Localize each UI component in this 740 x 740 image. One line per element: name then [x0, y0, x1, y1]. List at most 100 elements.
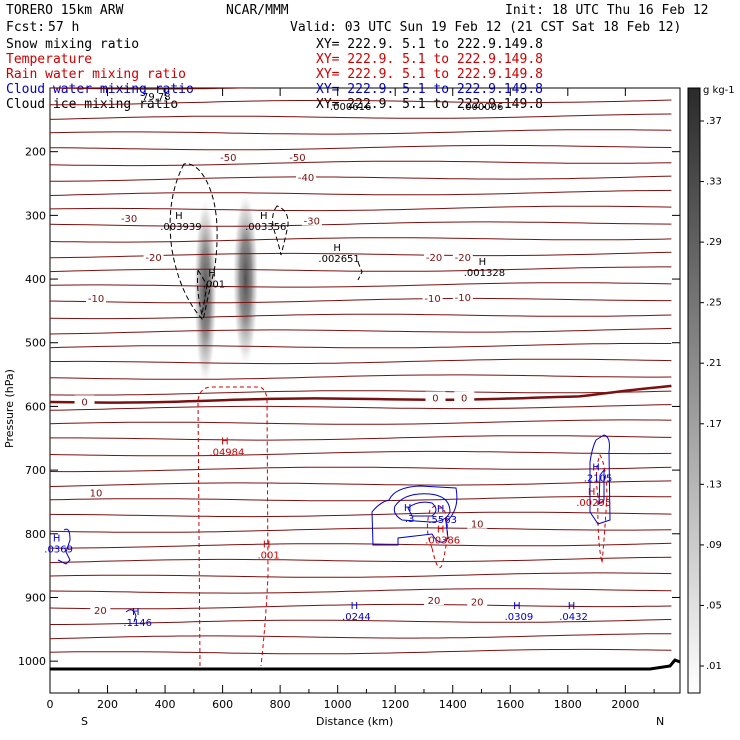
max-value-label: .3: [405, 514, 415, 525]
snow-shading: [193, 189, 259, 388]
colorbar-level-label: .05: [706, 600, 722, 611]
colorbar-level-label: .29: [706, 237, 722, 248]
terrain-line: [50, 658, 681, 671]
cloud-ice-contours: [169, 163, 363, 322]
isotherm-line: [50, 88, 262, 90]
isotherm-line: [50, 237, 672, 243]
isotherm-line: [50, 390, 672, 396]
isotherm-line: [50, 221, 672, 227]
colorbar: g kg-1 .01 .05 .09 .13 .17 .21 .25 .29 .33 .37: [687, 85, 735, 694]
max-marker-h: H: [333, 243, 341, 254]
cw-contour-mid-inner: [393, 493, 451, 523]
y-tick-label: 800: [25, 528, 46, 541]
max-marker-h: H: [588, 487, 596, 498]
freezing-level-line: [50, 384, 672, 404]
isotherm-line: [50, 588, 672, 594]
rain-contour-right: [595, 453, 608, 564]
x-tick-label: 200: [97, 698, 118, 711]
contour-labels: -50 -50 -40 -30 -30 -20 -20 -20 -10 -10 -10 0 0 0 10 10…: [74, 150, 488, 617]
isotherm-line: [50, 466, 672, 473]
temp-contour-label: -10: [455, 293, 471, 304]
max-value-label: .001: [203, 279, 225, 290]
y-tick-label: 300: [25, 209, 46, 222]
temp-contour-label: -20: [455, 253, 471, 264]
isotherm-line: [50, 144, 672, 151]
max-marker-h: H: [437, 504, 445, 515]
cloud-water-contours: [57, 434, 611, 623]
y-tick-label: 900: [25, 591, 46, 604]
colorbar-ramp: [687, 87, 701, 694]
x-tick-label: 800: [270, 698, 291, 711]
contour-label-bg: [119, 211, 140, 223]
isotherm-line: [50, 175, 672, 182]
legend-field-name: Cloud water mixing ratio: [6, 82, 194, 97]
isotherm-line: [50, 297, 672, 304]
isotherm-line: [50, 99, 672, 106]
colorbar-level-label: .13: [706, 479, 722, 490]
max-value-label: .2105: [584, 474, 613, 485]
ice-contour-mid: [272, 205, 289, 256]
max-value-label: .002651: [318, 254, 359, 265]
isotherm-line: [50, 572, 672, 578]
isotherm-line: [50, 160, 672, 167]
north-end-label: N: [656, 715, 664, 728]
fcst-label: Fcst:: [6, 20, 45, 35]
contour-label-bg: [422, 292, 443, 304]
max-value-label: .04984: [209, 448, 244, 459]
rain-contour-mid: [426, 505, 448, 569]
max-value-label: .003356: [245, 222, 286, 233]
temp-contour-label: -50: [220, 153, 236, 164]
rain-contour-main: [197, 386, 269, 667]
isotherm-line: [50, 251, 672, 259]
max-marker-h: H: [437, 524, 445, 535]
snow-shading-blob: [232, 189, 259, 369]
cw-contour-mid-core: [407, 501, 437, 517]
contour-label-bg: [143, 250, 164, 262]
isotherm-line: [50, 113, 672, 120]
max-marker-h: H: [132, 607, 140, 618]
max-marker-h: H: [263, 540, 271, 551]
contour-label-bg: [425, 391, 446, 403]
colorbar-level-label: .09: [706, 540, 722, 551]
y-tick-label: 400: [25, 273, 46, 286]
overlap-text-1: 79.78: [142, 92, 171, 103]
valid-time: Valid: 03 UTC Sun 19 Feb 12 (21 CST Sat …: [290, 20, 681, 35]
colorbar-level-label: .33: [706, 177, 722, 188]
max-value-label: .0309: [505, 612, 534, 623]
y-tick-label: 500: [25, 337, 46, 350]
max-value-label: .0369: [44, 544, 73, 555]
overlap-text-3: .000006: [462, 102, 503, 113]
overlap-text-2: .000616: [330, 102, 371, 113]
isotherm-line: [50, 189, 672, 196]
isotherm-line: [50, 205, 672, 212]
isotherm-line: [50, 542, 672, 549]
max-marker-h: H: [513, 601, 521, 612]
legend-field-name: Rain water mixing ratio: [6, 67, 186, 82]
contour-label-bg: [424, 250, 445, 262]
contour-label-bg: [90, 604, 111, 616]
cw-contour-right: [589, 434, 611, 525]
isotherm-line: [50, 633, 672, 640]
max-marker-h: H: [53, 533, 61, 544]
contour-label-bg: [86, 486, 107, 498]
max-value-label: .001: [257, 551, 279, 562]
temp-contour-label: -10: [424, 294, 440, 305]
cw-contour-lower: [125, 609, 137, 623]
max-marker-h: H: [568, 601, 576, 612]
max-marker-h: H: [221, 437, 229, 448]
max-value-label: .00386: [425, 535, 460, 546]
cw-contour-right-inner: [598, 468, 605, 506]
contour-label-bg: [454, 391, 475, 403]
plot-frame: [49, 87, 681, 694]
max-marker-h: H: [404, 503, 412, 514]
temp-contour-label: -30: [304, 216, 320, 227]
cw-contour-mid-outer: [371, 485, 458, 546]
max-marker-h: H: [175, 211, 183, 222]
model-title: TORERO 15km ARW: [6, 3, 124, 18]
max-marker-h: H: [208, 268, 216, 279]
contour-label-bg: [452, 290, 473, 302]
x-tick-label: 2000: [611, 698, 639, 711]
temp-contour-label: -10: [88, 294, 104, 305]
